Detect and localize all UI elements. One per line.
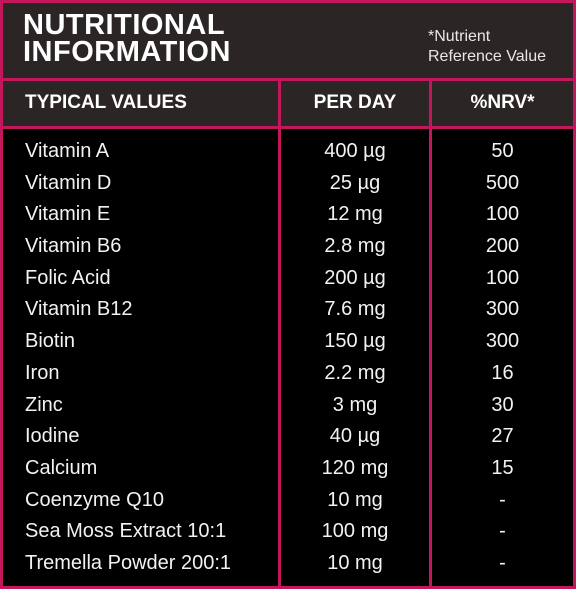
- column-divider-2: [429, 81, 432, 586]
- nrv-value: 50: [491, 140, 514, 162]
- column-header-divider: [3, 126, 573, 129]
- nutrient-name: Vitamin B12: [25, 298, 133, 321]
- per-day-value: 400 µg: [324, 140, 386, 162]
- nrv-value: 100: [485, 266, 520, 289]
- per-day-value: 200 µg: [324, 266, 386, 289]
- nutrient-name: Iodine: [25, 425, 80, 448]
- per-day-value: 12 mg: [327, 203, 383, 226]
- per-day-value: 7.6 mg: [324, 298, 386, 321]
- nrv-value: 300: [485, 330, 520, 353]
- table-row: Vitamin A 400 µg 50: [3, 136, 573, 168]
- table-row: Biotin 150 µg 300: [3, 326, 573, 358]
- nutrient-name: Vitamin D: [25, 171, 112, 194]
- table-row: Folic Acid 200 µg 100: [3, 263, 573, 295]
- title-line-1: NUTRITIONAL: [23, 9, 226, 41]
- nutrient-name: Coenzyme Q10: [25, 488, 164, 511]
- nrv-value: 100: [485, 203, 520, 226]
- table-row: Vitamin B12 7.6 mg 300: [3, 294, 573, 326]
- nrv-value: 200: [485, 235, 520, 258]
- nrv-value: 300: [485, 298, 520, 321]
- table-row: Zinc 3 mg 30: [3, 390, 573, 422]
- per-day-value: 2.2 mg: [324, 361, 386, 384]
- footnote-line-2: Reference Value: [428, 48, 546, 65]
- per-day-value: 10 mg: [327, 551, 383, 574]
- nutrient-name: Sea Moss Extract 10:1: [25, 520, 227, 543]
- table-row: Sea Moss Extract 10:1 100 mg -: [3, 516, 573, 548]
- per-day-value: 3 mg: [332, 393, 378, 416]
- panel-title: NUTRITIONAL INFORMATION: [23, 9, 231, 68]
- table-row: Vitamin E 12 mg 100: [3, 199, 573, 231]
- per-day-value: 40 µg: [329, 425, 381, 448]
- nutrient-name: Vitamin E: [25, 203, 111, 226]
- panel-header: NUTRITIONAL INFORMATION *Nutrient Refere…: [3, 3, 573, 78]
- table-row: Vitamin D 25 µg 500: [3, 168, 573, 200]
- per-day-value: 150 µg: [324, 330, 386, 353]
- nrv-value: -: [499, 488, 506, 511]
- per-day-value: 10 mg: [327, 488, 383, 511]
- title-line-2: INFORMATION: [23, 36, 231, 68]
- table-row: Vitamin B6 2.8 mg 200: [3, 231, 573, 263]
- nutrient-name: Tremella Powder 200:1: [25, 551, 232, 574]
- nrv-footnote: *Nutrient Reference Value: [428, 27, 546, 67]
- nutrient-name: Calcium: [25, 456, 98, 479]
- column-headers: TYPICAL VALUES PER DAY %NRV*: [3, 81, 573, 126]
- nrv-value: -: [499, 520, 506, 543]
- nutrient-name: Vitamin A: [25, 140, 110, 162]
- nutrient-name: Zinc: [25, 393, 63, 416]
- nrv-value: 30: [491, 393, 514, 416]
- nrv-value: 27: [491, 425, 514, 448]
- column-header-per-day: PER DAY: [313, 92, 397, 113]
- nrv-value: -: [499, 551, 506, 574]
- nutrient-name: Folic Acid: [25, 266, 111, 289]
- footnote-line-1: *Nutrient: [428, 28, 491, 45]
- nutrient-name: Biotin: [25, 330, 76, 353]
- column-header-typical-values: TYPICAL VALUES: [25, 92, 187, 113]
- table-row: Tremella Powder 200:1 10 mg -: [3, 548, 573, 580]
- per-day-value: 120 mg: [321, 456, 389, 479]
- per-day-value: 25 µg: [329, 171, 381, 194]
- table-row: Calcium 120 mg 15: [3, 453, 573, 485]
- nrv-value: 500: [485, 171, 520, 194]
- table-row: Iron 2.2 mg 16: [3, 358, 573, 390]
- table-row: Coenzyme Q10 10 mg -: [3, 485, 573, 517]
- column-header-nrv: %NRV*: [470, 92, 535, 113]
- nutrient-name: Iron: [25, 361, 60, 384]
- nrv-value: 15: [491, 456, 514, 479]
- nrv-value: 16: [491, 361, 514, 384]
- header-divider: [3, 78, 573, 81]
- per-day-value: 2.8 mg: [324, 235, 386, 258]
- column-divider-1: [278, 81, 281, 586]
- table-row: Iodine 40 µg 27: [3, 421, 573, 453]
- per-day-value: 100 mg: [321, 520, 389, 543]
- nutrient-name: Vitamin B6: [25, 235, 122, 258]
- nutrient-table-body: Vitamin A 400 µg 50 Vitamin D 25 µg 500 Vitami…: [3, 136, 573, 580]
